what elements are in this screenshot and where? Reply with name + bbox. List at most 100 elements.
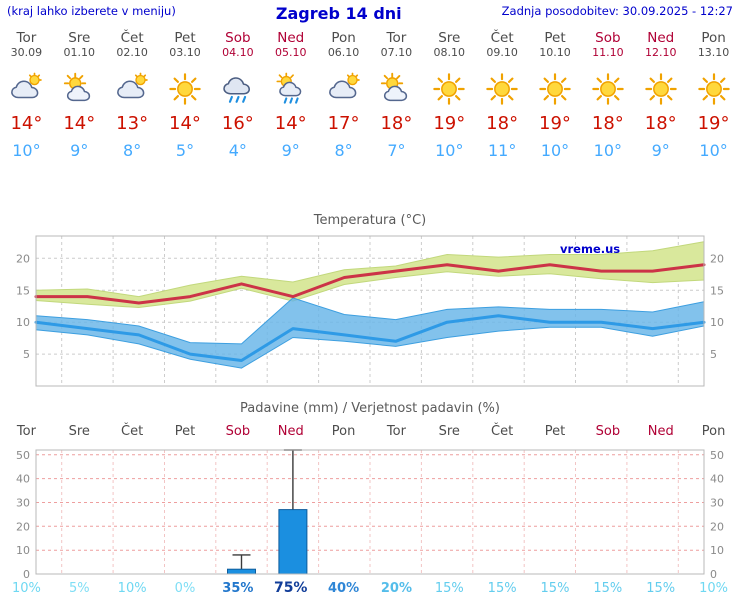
- day-column: Sob 11.10 18° 10°: [581, 30, 634, 161]
- precip-probability: 20%: [380, 581, 412, 596]
- svg-text:10: 10: [710, 544, 724, 557]
- precip-probability: 10%: [117, 581, 147, 596]
- precip-day-label: Tor: [386, 424, 406, 439]
- day-date: 09.10: [486, 46, 518, 59]
- day-high-temp: 17°: [327, 113, 360, 134]
- day-date: 04.10: [222, 46, 254, 59]
- svg-text:30: 30: [16, 497, 30, 510]
- day-date: 11.10: [592, 46, 624, 59]
- precip-probability: 10%: [11, 581, 41, 596]
- precip-day-label: Sob: [595, 424, 621, 439]
- day-date: 13.10: [697, 46, 730, 59]
- precip-probability: 40%: [328, 581, 360, 596]
- day-name: Pon: [331, 30, 356, 46]
- day-columns: Tor 30.09 14° 10° Sre 01.10 14° 9° Čet 0…: [0, 30, 740, 161]
- day-high-temp: 18°: [644, 113, 677, 134]
- weather-icon: [538, 72, 572, 106]
- precip-day-label: Sre: [438, 424, 460, 439]
- day-column: Čet 09.10 18° 11°: [476, 30, 529, 161]
- precip-probability: 5%: [68, 581, 90, 596]
- header-bar: (kraj lahko izberete v meniju) Zagreb 14…: [7, 4, 733, 23]
- svg-text:50: 50: [710, 449, 724, 462]
- day-column: Pon 06.10 17° 8°: [317, 30, 370, 161]
- day-name: Ned: [647, 30, 675, 46]
- precip-day-label: Tor: [16, 424, 36, 439]
- day-date: 06.10: [327, 46, 360, 59]
- day-high-temp: 19°: [697, 113, 730, 134]
- precip-day-label: Čet: [491, 424, 514, 439]
- day-date: 30.09: [10, 46, 43, 59]
- day-date: 07.10: [380, 46, 413, 59]
- svg-text:20: 20: [16, 252, 30, 265]
- weather-icon: [644, 72, 678, 106]
- day-low-temp: 11°: [487, 141, 517, 160]
- day-name: Čet: [120, 30, 144, 46]
- day-high-temp: 14°: [10, 113, 43, 134]
- day-name: Ned: [277, 30, 305, 46]
- precip-day-label: Ned: [647, 424, 674, 439]
- day-column: Sob 04.10 16° 4°: [211, 30, 264, 161]
- day-date: 08.10: [433, 46, 466, 59]
- last-updated: Zadnja posodobitev: 30.09.2025 - 12:27: [501, 4, 733, 18]
- day-date: 05.10: [274, 46, 307, 59]
- day-high-temp: 14°: [274, 113, 307, 134]
- precip-probability: 15%: [540, 581, 570, 596]
- weather-icon: [379, 72, 413, 106]
- precip-probability: 15%: [593, 581, 623, 596]
- svg-text:20: 20: [16, 520, 30, 533]
- svg-text:15: 15: [710, 284, 724, 297]
- weather-icon: [591, 72, 625, 106]
- precip-probability: 0%: [174, 581, 196, 596]
- day-high-temp: 18°: [591, 113, 624, 134]
- svg-text:10: 10: [16, 544, 30, 557]
- day-column: Tor 30.09 14° 10°: [0, 30, 53, 161]
- day-name: Sre: [438, 30, 461, 46]
- day-low-temp: 8°: [334, 141, 353, 160]
- svg-text:0: 0: [710, 568, 717, 580]
- day-high-temp: 19°: [539, 113, 571, 134]
- day-low-temp: 9°: [281, 141, 300, 160]
- precip-probability: 15%: [487, 581, 517, 596]
- svg-text:15: 15: [16, 284, 30, 297]
- day-column: Pon 13.10 19° 10°: [687, 30, 740, 161]
- day-high-temp: 19°: [433, 113, 466, 134]
- day-high-temp: 18°: [486, 113, 519, 134]
- svg-text:5: 5: [710, 348, 717, 361]
- day-low-temp: 10°: [699, 141, 728, 160]
- precip-chart-title: Padavine (mm) / Verjetnost padavin (%): [240, 401, 500, 416]
- day-name: Pet: [174, 30, 196, 46]
- svg-text:40: 40: [16, 473, 30, 486]
- precip-day-labels: Tor Sre Čet Pet Sob Ned Pon Tor Sre Čet Pet Sob Ned P…: [0, 424, 740, 439]
- weather-icon: [221, 72, 255, 106]
- precip-day-label: Sob: [225, 424, 251, 439]
- weather-icon: [9, 72, 43, 106]
- day-low-temp: 10°: [540, 141, 570, 160]
- day-column: Čet 02.10 13° 8°: [106, 30, 159, 161]
- svg-text:20: 20: [710, 252, 724, 265]
- day-name: Sob: [225, 30, 251, 46]
- precip-probability: 10%: [699, 581, 729, 596]
- day-name: Sob: [595, 30, 621, 46]
- weather-icon: [274, 72, 308, 106]
- location-hint: (kraj lahko izberete v meniju): [7, 4, 176, 18]
- weather-icon: [115, 72, 149, 106]
- day-name: Tor: [386, 30, 407, 46]
- precip-day-label: Sre: [68, 424, 90, 439]
- day-low-temp: 5°: [175, 141, 195, 160]
- day-name: Pet: [544, 30, 566, 46]
- day-date: 01.10: [63, 46, 96, 59]
- day-date: 12.10: [644, 46, 677, 59]
- watermark-link[interactable]: vreme.us: [560, 242, 621, 256]
- day-low-temp: 8°: [123, 141, 142, 160]
- day-low-temp: 4°: [228, 141, 247, 160]
- weather-icon: [168, 72, 202, 106]
- svg-text:5: 5: [23, 348, 30, 361]
- precip-probability: 15%: [646, 581, 676, 596]
- day-column: Ned 05.10 14° 9°: [264, 30, 317, 161]
- weather-icon: [485, 72, 519, 106]
- day-name: Sre: [68, 30, 91, 46]
- day-low-temp: 9°: [70, 141, 89, 160]
- day-date: 03.10: [169, 46, 201, 59]
- day-column: Sre 01.10 14° 9°: [53, 30, 106, 161]
